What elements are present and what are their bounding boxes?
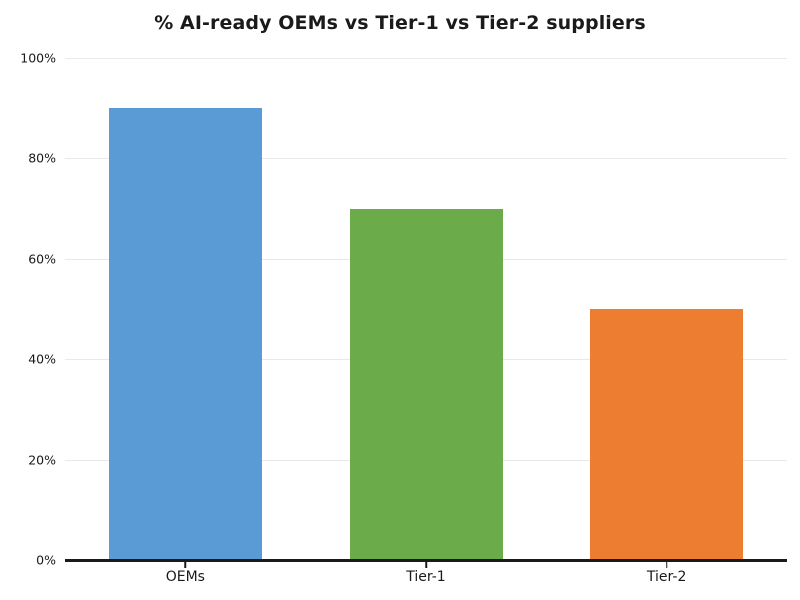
x-axis-tick-mark — [665, 562, 668, 568]
bar-tier-2[interactable] — [590, 309, 744, 560]
x-axis-tick-mark — [425, 562, 427, 568]
y-axis-tick-label: 40% — [28, 351, 56, 367]
x-axis-tick-mark — [184, 562, 187, 568]
gridline-80pct — [65, 158, 787, 160]
bar-tier-1[interactable] — [349, 208, 503, 560]
y-axis-tick-label: 0% — [36, 552, 56, 568]
y-axis-tick-label: 100% — [20, 50, 56, 66]
plot-area — [65, 58, 787, 561]
bar-oems[interactable] — [108, 108, 262, 560]
chart-title: % AI-ready OEMs vs Tier-1 vs Tier-2 supp… — [154, 12, 646, 34]
y-axis-tick-label: 60% — [28, 251, 56, 267]
x-axis-spine — [65, 559, 787, 562]
x-axis-tick-label-tier-2: Tier-2 — [646, 569, 687, 585]
x-axis-tick-label-oems: OEMs — [165, 569, 205, 585]
gridline-100pct — [65, 58, 787, 59]
y-axis-tick-label: 20% — [28, 452, 56, 468]
x-axis-tick-label-tier-1: Tier-1 — [406, 569, 446, 585]
y-axis-tick-label: 80% — [28, 150, 56, 166]
